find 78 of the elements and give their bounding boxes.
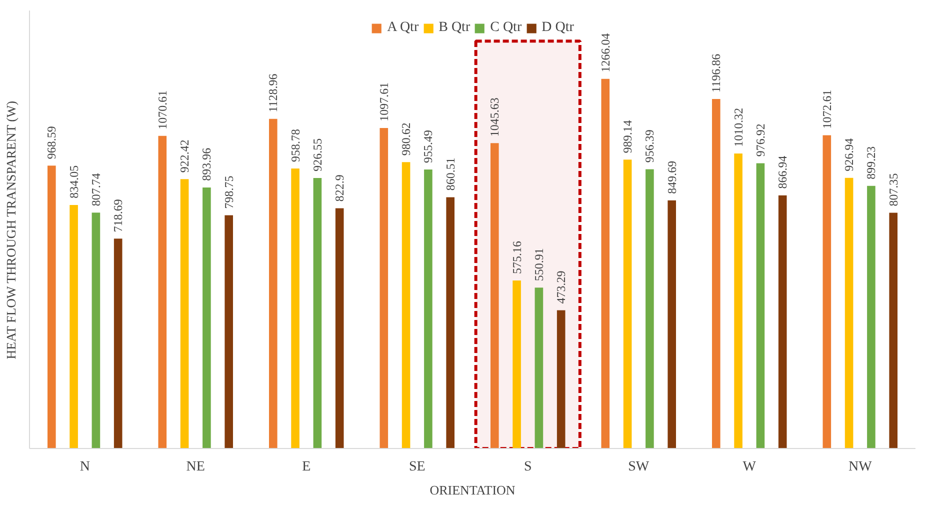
x-tick-label: N [80,460,90,474]
x-tick-label: W [742,460,757,474]
data-label: 860.51 [443,158,458,191]
x-tick-label: SE [408,460,426,474]
data-label: 798.75 [222,176,236,209]
x-tick-label: E [302,460,311,474]
data-label: 807.35 [886,173,900,206]
x-tick-label: S [524,460,532,474]
bar [534,288,544,448]
data-label: 893.96 [200,148,214,181]
bar [402,162,410,448]
data-label: 1266.04 [598,33,612,72]
data-label: 976.92 [753,124,768,157]
data-label: 1070.61 [155,90,170,130]
data-label: 899.23 [864,146,878,180]
x-tick-label: SW [628,460,650,474]
legend-label: C Qtr [490,20,522,36]
data-label: 956.39 [642,130,657,163]
bar [202,187,211,448]
data-label: 834.05 [66,165,81,198]
legend-label: D Qtr [542,20,574,36]
bar [844,178,854,448]
bar [70,204,78,448]
data-label: 1196.86 [709,54,724,92]
data-label: 1010.32 [731,108,746,147]
bar [224,215,234,448]
bar [180,179,189,448]
bar [556,310,566,448]
data-label: 958.78 [288,128,302,162]
bar [867,186,876,448]
bar [490,143,499,448]
bar [712,99,720,448]
bar [291,168,300,448]
bar [623,160,632,448]
bar [335,208,344,448]
data-label: 955.49 [421,130,436,163]
bar [889,212,898,448]
bar [756,163,765,448]
bar [424,169,432,448]
data-label: 807.74 [88,173,103,206]
bar [822,135,832,448]
bar [646,169,654,448]
data-label: 1128.96 [266,74,280,112]
bar [380,128,388,448]
data-label: 922.42 [178,140,192,173]
bar [268,118,278,448]
legend-label: B Qtr [438,20,470,36]
bar [778,195,787,448]
data-label: 980.62 [399,122,414,156]
data-label: 968.59 [44,126,59,160]
data-label: 473.29 [554,270,568,304]
x-tick-label: NW [848,460,873,474]
data-label: 849.69 [664,160,679,194]
data-label: 718.69 [111,199,126,232]
bar [92,212,100,448]
data-label: 1072.61 [820,90,834,129]
data-label: 926.94 [842,138,856,172]
data-label: 822.9 [332,174,347,202]
legend-label: A Qtr [387,20,419,36]
bar [114,238,122,448]
data-label: 989.14 [620,120,635,154]
bar [734,153,742,448]
data-label: 550.91 [532,248,546,282]
data-label: 575.16 [510,240,524,274]
data-label: 1045.63 [488,98,502,137]
data-label: 866.94 [776,156,790,189]
bar [313,178,322,448]
data-label: 926.55 [310,138,324,172]
bar [668,200,676,448]
bar [512,280,521,448]
bar [158,136,167,448]
bar [446,197,455,448]
x-tick-label: NE [186,460,205,474]
x-axis-title: ORIENTATION [430,482,516,498]
bar [47,166,56,448]
data-label: 1097.61 [376,82,391,122]
bar [601,78,610,448]
y-axis-title: HEAT FLOW THROUGH TRANSPARENT (W) [4,100,18,360]
